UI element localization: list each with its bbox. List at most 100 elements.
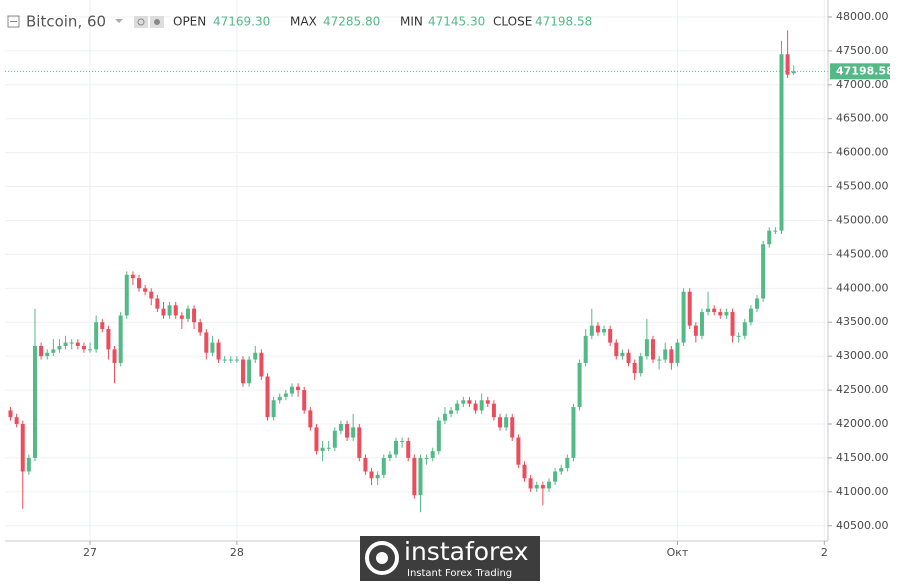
candle-body	[498, 417, 503, 428]
candle-body	[675, 342, 680, 363]
candle-body	[473, 403, 478, 411]
candle-body	[259, 352, 264, 377]
candle-body	[265, 376, 270, 418]
candle-body	[69, 342, 74, 344]
candle-body	[394, 440, 399, 455]
candle-body	[791, 71, 796, 74]
candle-body	[338, 423, 343, 431]
candle-body	[583, 335, 588, 363]
y-tick-label: 43000.00	[836, 349, 889, 362]
x-tick-label: 2	[821, 546, 828, 559]
x-tick-label: Окт	[667, 546, 689, 559]
y-tick-label: 40500.00	[836, 519, 889, 532]
candle-body	[718, 312, 723, 316]
ohlc-name: CLOSE	[493, 15, 532, 29]
candle-body	[198, 322, 203, 333]
candle-body	[595, 325, 600, 333]
candle-body	[730, 312, 735, 336]
y-tick-label: 43500.00	[836, 315, 889, 328]
settings-icon-dot	[154, 19, 160, 25]
y-tick-label: 44000.00	[836, 281, 889, 294]
candle-body	[516, 437, 521, 465]
candle-body	[75, 342, 80, 346]
candle-body	[724, 312, 729, 316]
candle-body	[179, 315, 184, 319]
candle-body	[712, 308, 717, 313]
candle-body	[112, 349, 117, 363]
y-tick-label: 42000.00	[836, 417, 889, 430]
y-tick-label: 45500.00	[836, 180, 889, 193]
y-tick-label: 41000.00	[836, 485, 889, 498]
candle-body	[314, 427, 319, 452]
candle-body	[528, 478, 533, 489]
ohlc-value: 47169.30	[213, 15, 270, 29]
candle-body	[608, 329, 613, 343]
collapse-icon[interactable]	[7, 15, 20, 28]
candle-body	[357, 427, 362, 458]
candle-body	[412, 457, 417, 496]
candle-body	[326, 447, 331, 449]
candle-body	[559, 468, 564, 472]
candle-body	[192, 308, 197, 323]
candle-body	[504, 417, 509, 428]
candle-body	[742, 322, 747, 336]
y-tick-label: 48000.00	[836, 10, 889, 23]
y-tick-label: 47000.00	[836, 78, 889, 91]
candle-body	[571, 407, 576, 458]
ohlc-name: MIN	[400, 15, 423, 29]
candle-body	[185, 308, 190, 319]
candle-body	[767, 230, 772, 245]
candle-body	[51, 349, 56, 353]
y-tick-label: 41500.00	[836, 451, 889, 464]
candle-body	[650, 339, 655, 360]
candle-body	[253, 352, 258, 360]
eye-icon-pupil	[137, 18, 145, 26]
candle-body	[149, 291, 154, 299]
candle-body	[247, 359, 252, 384]
y-tick-label: 45000.00	[836, 213, 889, 226]
y-tick-label: 46500.00	[836, 112, 889, 125]
last-price-label: 47198.58	[836, 64, 894, 77]
candle-body	[693, 325, 698, 336]
candle-body	[589, 325, 594, 336]
last-price-box	[830, 63, 890, 80]
candle-body	[14, 417, 19, 424]
candle-body	[614, 342, 619, 357]
candle-body	[510, 417, 515, 438]
candle-body	[424, 457, 429, 459]
y-tick-label: 44500.00	[836, 247, 889, 260]
candle-body	[534, 485, 539, 489]
candle-body	[302, 390, 307, 411]
candle-body	[32, 345, 37, 458]
watermark: instaforex Instant Forex Trading	[360, 536, 540, 581]
candle-body	[644, 339, 649, 357]
candle-body	[436, 420, 441, 452]
watermark-tagline: Instant Forex Trading	[407, 568, 512, 579]
candle-body	[351, 427, 356, 438]
y-tick-label: 47500.00	[836, 44, 889, 57]
candle-body	[430, 451, 435, 458]
candle-body	[57, 345, 62, 350]
candle-body	[638, 356, 643, 374]
x-tick-label: 28	[230, 546, 244, 559]
dropdown-icon[interactable]	[115, 19, 123, 23]
candle-body	[663, 349, 668, 360]
candle-body	[26, 457, 31, 472]
candle-body	[216, 342, 221, 360]
candle-body	[81, 345, 86, 350]
candle-body	[406, 440, 411, 458]
candle-body	[748, 308, 753, 323]
candle-body	[761, 244, 766, 299]
candle-body	[687, 291, 692, 326]
candle-body	[387, 454, 392, 458]
candle-body	[577, 362, 582, 408]
candle-body	[161, 308, 166, 316]
eye-icon[interactable]	[134, 16, 148, 28]
header: Bitcoin, 60 OPEN 47169.30 MAX 47285.80 MIN 47…	[7, 13, 592, 31]
candle-body	[479, 400, 484, 411]
candle-body	[467, 400, 472, 404]
watermark-logo-core	[376, 552, 388, 564]
candle-body	[369, 471, 374, 479]
candle-body	[228, 359, 233, 361]
